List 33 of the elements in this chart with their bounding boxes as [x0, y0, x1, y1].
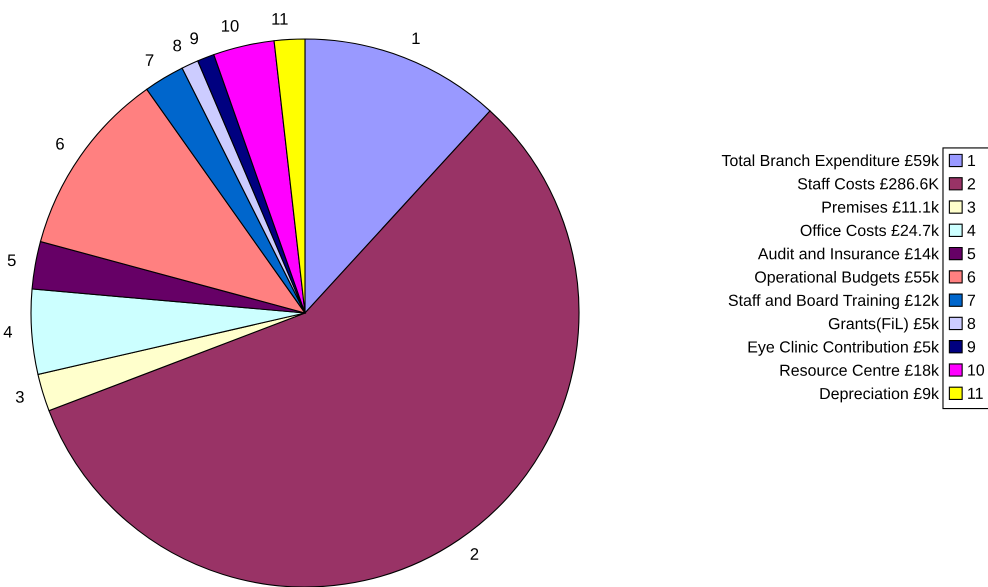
legend-label: 9	[968, 341, 976, 352]
text: Premises £11.1k	[822, 201, 940, 213]
text: Total Branch Expenditure £59k	[722, 154, 940, 170]
legend-label: 8	[968, 318, 976, 330]
legend-label: 4	[967, 224, 976, 236]
slice-label: 6	[56, 138, 64, 150]
text: Grants(FiL) £5k	[828, 318, 940, 332]
legend-label: 11	[968, 388, 983, 399]
text: Audit and Insurance £14k	[758, 248, 940, 260]
text: Staff Costs £286.6K	[798, 178, 939, 190]
slice-label: 10	[222, 20, 239, 32]
slice-label: 4	[4, 326, 12, 338]
legend-label: 2	[968, 178, 976, 190]
legend-label: 5	[968, 248, 976, 260]
legend-label: 7	[968, 294, 976, 306]
slice-label: 5	[8, 254, 16, 266]
slice-label: 3	[16, 391, 24, 403]
text: Resource Centre £18k	[780, 364, 940, 376]
slice-label: 7	[146, 54, 154, 66]
text: Office Costs £24.7k	[800, 224, 940, 236]
text: Staff and Board Training £12k	[728, 294, 940, 310]
legend-label: 10	[968, 364, 984, 376]
text: Depreciation £9k	[820, 387, 940, 402]
legend-label: 1	[968, 155, 976, 166]
slice-label: 11	[272, 13, 288, 25]
slice-label: 8	[173, 40, 182, 52]
slice-label: 1	[412, 32, 420, 44]
legend-label: 6	[968, 271, 976, 283]
slice-label: 9	[190, 32, 198, 44]
legend-label: 3	[968, 201, 976, 213]
text: Operational Budgets £55k	[755, 270, 940, 286]
text: Eye Clinic Contribution £5k	[748, 340, 940, 356]
slice-label: 2	[470, 548, 478, 560]
